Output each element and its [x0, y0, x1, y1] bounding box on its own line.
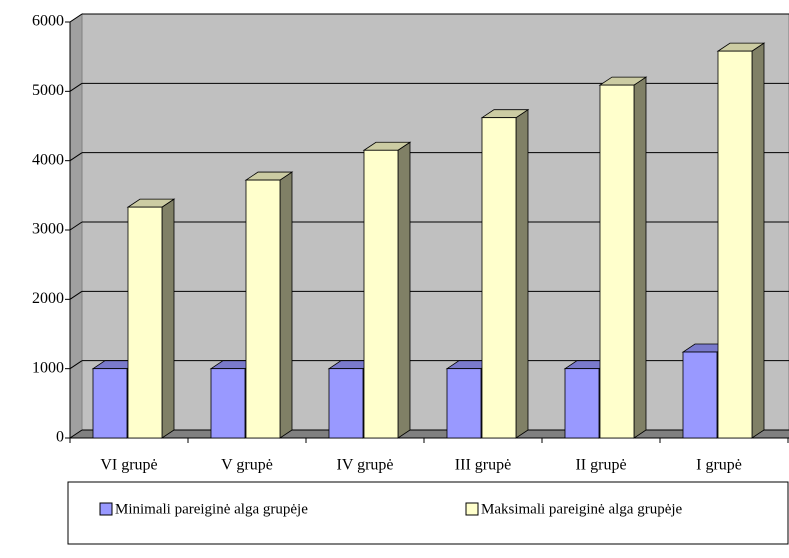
bar: [328, 368, 364, 439]
y-tick-label: 4000: [32, 151, 64, 168]
grid-line: [69, 13, 83, 23]
bar: [363, 149, 399, 439]
x-tick-label: II grupė: [575, 457, 626, 474]
legend-label: Maksimali pareiginė alga grupėje: [481, 501, 683, 517]
bar-side: [515, 108, 529, 439]
bar: [245, 179, 281, 439]
y-tick-label: 6000: [32, 13, 64, 30]
grid-line: [69, 429, 83, 439]
bar-side: [751, 42, 765, 439]
bar: [564, 368, 600, 439]
grid-line: [69, 152, 83, 162]
y-tick-label: 3000: [32, 221, 64, 238]
y-tick-label: 2000: [32, 290, 64, 307]
grid-line: [69, 360, 83, 370]
bar-side: [633, 76, 647, 439]
floor: [70, 430, 789, 438]
grid-line: [69, 221, 83, 231]
y-tick-label: 0: [56, 429, 64, 446]
legend-marker: [99, 502, 113, 516]
x-tick-label: VI grupė: [100, 457, 157, 474]
bar: [210, 368, 246, 439]
bar-side: [161, 198, 175, 439]
bar: [446, 368, 482, 439]
y-tick-label: 1000: [32, 359, 64, 376]
legend: [67, 481, 789, 545]
legend-marker: [465, 502, 479, 516]
bar: [481, 117, 517, 439]
x-tick-label: V grupė: [221, 457, 273, 474]
bar-side: [397, 141, 411, 439]
y-tick-label: 5000: [32, 82, 64, 99]
bar: [682, 351, 718, 439]
bar: [717, 50, 753, 439]
x-tick-label: IV grupė: [336, 457, 393, 474]
legend-label: Minimali pareiginė alga grupėje: [115, 501, 308, 517]
bar-side: [279, 171, 293, 439]
grid-line: [69, 82, 83, 92]
bar: [599, 84, 635, 439]
grid-line: [69, 290, 83, 300]
x-tick-label: III grupė: [455, 457, 511, 474]
bar: [127, 206, 163, 439]
bar: [92, 368, 128, 439]
x-tick-label: I grupė: [696, 457, 742, 474]
